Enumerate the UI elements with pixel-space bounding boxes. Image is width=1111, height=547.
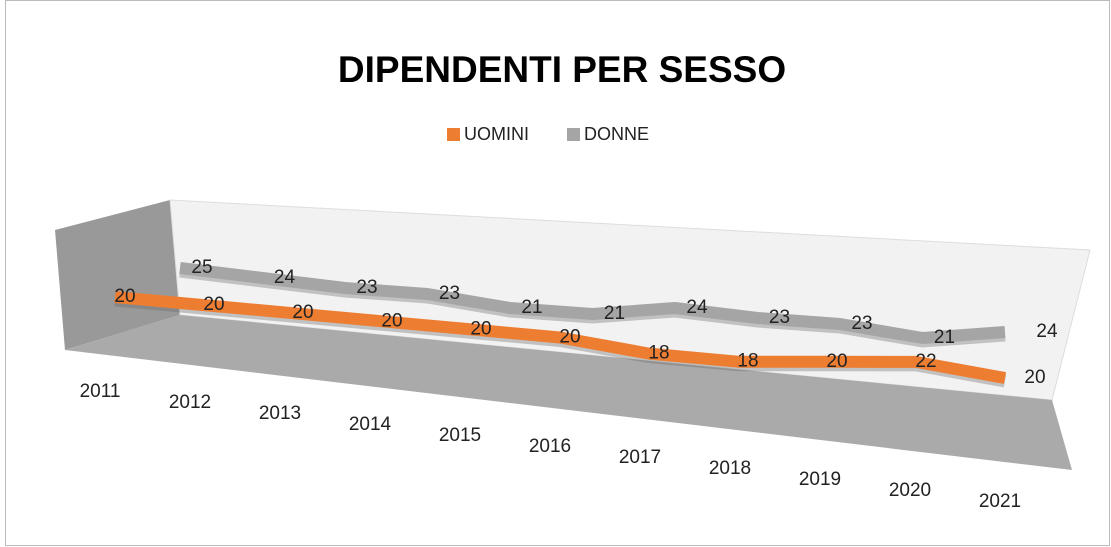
data-label: 20 (114, 286, 135, 307)
series-line (114, 291, 1007, 384)
x-tick-label: 2016 (529, 436, 571, 457)
legend-swatch (447, 128, 460, 141)
x-tick-label: 2015 (439, 425, 481, 446)
data-label: 18 (648, 343, 669, 364)
data-label: 22 (915, 351, 936, 372)
data-label: 18 (737, 351, 758, 372)
x-tick-label: 2017 (619, 447, 661, 468)
x-tick-label: 2018 (709, 458, 751, 479)
series-line (179, 262, 1006, 344)
data-label: 23 (439, 283, 460, 304)
x-tick-label: 2019 (799, 469, 841, 490)
data-label: 23 (356, 277, 377, 298)
data-label: 20 (292, 302, 313, 323)
legend-label: DONNE (584, 124, 649, 144)
x-tick-label: 2013 (259, 403, 301, 424)
x-tick-label: 2011 (80, 381, 121, 402)
data-label: 20 (559, 327, 580, 348)
x-tick-label: 2020 (889, 480, 931, 501)
data-label: 21 (521, 297, 542, 318)
x-tick-label: 2021 (979, 491, 1021, 512)
data-label: 23 (769, 307, 790, 328)
side-wall (55, 200, 180, 350)
data-label: 24 (686, 297, 708, 318)
data-label: 20 (381, 310, 402, 331)
data-label: 24 (274, 267, 296, 288)
data-label: 24 (1036, 321, 1058, 342)
data-label: 20 (826, 351, 847, 372)
data-label: 21 (934, 327, 955, 348)
legend-swatch (567, 128, 580, 141)
data-label: 20 (1024, 367, 1045, 388)
x-tick-label: 2014 (349, 414, 392, 435)
chart-title: DIPENDENTI PER SESSO (338, 49, 786, 90)
data-label: 23 (851, 313, 872, 334)
data-label: 21 (604, 303, 625, 324)
floor (65, 315, 1072, 470)
data-label: 20 (203, 294, 224, 315)
legend-label: UOMINI (464, 124, 529, 144)
x-tick-label: 2012 (169, 392, 211, 413)
data-label: 25 (191, 257, 212, 278)
data-label: 20 (470, 318, 491, 339)
